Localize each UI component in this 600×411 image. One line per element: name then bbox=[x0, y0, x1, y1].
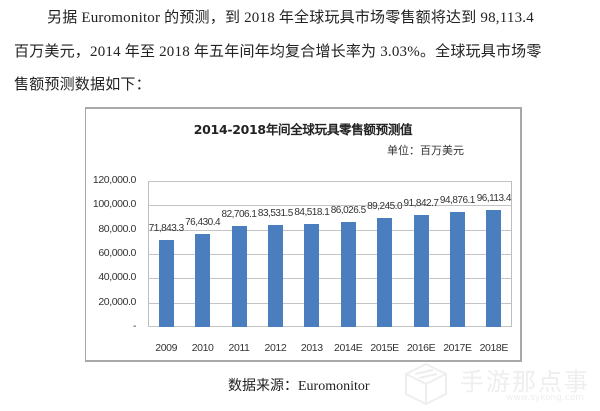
y-tick-label: 20,000.0 bbox=[98, 295, 136, 308]
bar-data-label: 76,430.4 bbox=[185, 217, 221, 228]
bar-data-label: 83,531.5 bbox=[257, 208, 293, 220]
x-tick-label: 2014E bbox=[334, 342, 363, 354]
bar-2009 bbox=[158, 239, 174, 327]
x-tick-label: 2016E bbox=[406, 342, 436, 354]
bar-2013 bbox=[304, 224, 320, 327]
gridline bbox=[149, 278, 511, 280]
chart-frame: 2014-2018年间全球玩具零售额预测值 单位：百万美元 bbox=[85, 107, 522, 362]
y-tick-label: 80,000.0 bbox=[98, 222, 136, 235]
bar-2015E bbox=[377, 218, 393, 327]
bar-data-label: 91,842.7 bbox=[403, 198, 439, 210]
bar-data-label: 86,026.5 bbox=[330, 205, 366, 217]
x-tick-label: 2011 bbox=[228, 342, 250, 354]
x-tick-label: 2018E bbox=[479, 342, 509, 354]
gridline bbox=[149, 302, 511, 304]
x-tick-label: 2013 bbox=[300, 342, 323, 354]
watermark-text: 手游那点事 bbox=[460, 368, 590, 396]
plot-area bbox=[148, 181, 512, 327]
watermark: 手游那点事 www.sykong.com bbox=[398, 360, 598, 408]
bar-2012 bbox=[267, 225, 283, 327]
x-tick-label: 2015E bbox=[370, 342, 399, 354]
bar-data-label: 84,518.1 bbox=[294, 207, 330, 219]
bar-2018E bbox=[486, 210, 502, 327]
gridline bbox=[149, 205, 511, 207]
x-tick-label: 2012 bbox=[264, 342, 287, 354]
chart-unit-label: 单位：百万美元 bbox=[387, 144, 464, 157]
bar-data-label: 71,843.3 bbox=[148, 222, 184, 234]
data-source-caption: 数据来源：Euromonitor bbox=[228, 379, 370, 394]
bar-data-label: 96,113.4 bbox=[476, 193, 512, 205]
y-tick-label: 40,000.0 bbox=[98, 271, 136, 284]
chart-title: 2014-2018年间全球玩具零售额预测值 bbox=[193, 122, 413, 137]
paragraph-line-3: 售额预测数据如下： bbox=[14, 77, 151, 93]
gridline bbox=[149, 229, 511, 231]
intro-paragraph: 另据 Euromonitor 的预测，到 2018 年全球玩具市场零售额将达到 … bbox=[14, 2, 590, 103]
y-tick-label: 120,000.0 bbox=[92, 174, 137, 186]
y-tick-label: 100,000.0 bbox=[92, 198, 137, 211]
x-tick-label: 2009 bbox=[155, 342, 178, 354]
bar-2016E bbox=[413, 215, 429, 327]
gridline bbox=[149, 326, 511, 327]
bar-2014E bbox=[340, 222, 356, 327]
bar-2010 bbox=[195, 234, 211, 327]
bar-data-label: 89,245.0 bbox=[367, 201, 403, 213]
paragraph-line-1: 另据 Euromonitor 的预测，到 2018 年全球玩具市场零售额将达到 … bbox=[47, 10, 534, 26]
y-tick-label: - bbox=[132, 320, 137, 332]
bar-2017E bbox=[449, 211, 465, 327]
x-tick-label: 2010 bbox=[191, 342, 214, 354]
bar-data-label: 82,706.1 bbox=[221, 209, 257, 221]
y-tick-label: 60,000.0 bbox=[98, 247, 136, 259]
bar-data-label: 94,876.1 bbox=[439, 194, 475, 206]
bar-2011 bbox=[231, 226, 247, 327]
x-tick-label: 2017E bbox=[443, 342, 472, 354]
watermark-logo-icon bbox=[405, 362, 447, 406]
paragraph-line-2: 百万美元，2014 年至 2018 年五年间年均复合增长率为 3.03%。全球玩… bbox=[14, 43, 542, 60]
watermark-url: www.sykong.com bbox=[506, 393, 585, 403]
gridline bbox=[149, 254, 511, 255]
gridline bbox=[149, 181, 511, 182]
